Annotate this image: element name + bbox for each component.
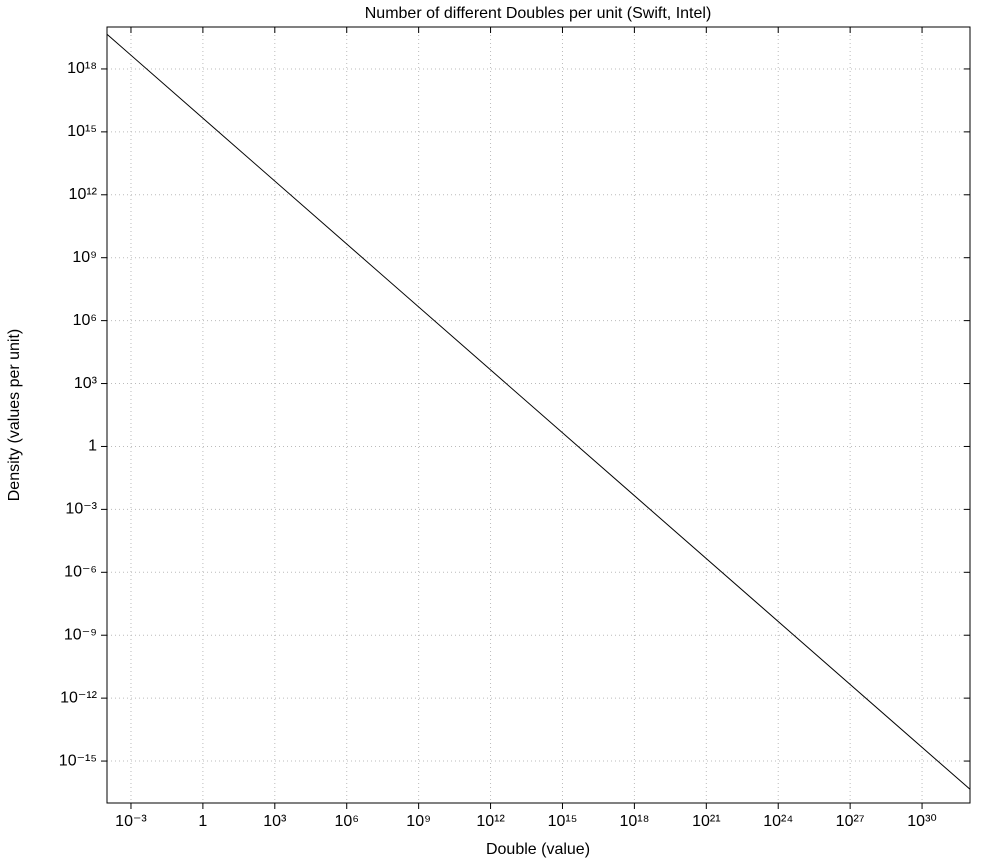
y-tick-label: 10¹²	[69, 186, 98, 203]
data-line	[106, 33, 971, 790]
y-tick-label: 10⁶	[73, 312, 97, 329]
x-tick-label: 10¹⁸	[619, 813, 649, 830]
y-tick-label: 10⁹	[72, 249, 97, 266]
x-tick-label: 10⁻³	[115, 813, 147, 830]
y-tick-label: 10⁻⁶	[64, 564, 97, 581]
plot-frame	[106, 26, 971, 804]
x-tick-label: 10¹⁵	[548, 813, 578, 830]
x-tick-label: 10²⁴	[763, 813, 793, 830]
x-tick-label: 10²⁷	[836, 813, 865, 830]
y-tick-label: 1	[88, 438, 97, 455]
x-tick-label: 10²¹	[692, 813, 720, 830]
chart-title: Number of different Doubles per unit (Sw…	[365, 5, 712, 22]
x-tick-label: 10⁶	[335, 813, 359, 830]
x-tick-label: 10¹²	[476, 813, 505, 830]
y-tick-label: 10¹⁵	[67, 123, 97, 140]
y-tick-label: 10¹⁸	[67, 60, 97, 77]
x-tick-label: 1	[198, 813, 207, 830]
y-tick-label: 10⁻⁹	[64, 626, 97, 643]
x-axis-label: Double (value)	[486, 841, 590, 858]
x-tick-label: 10³	[263, 813, 287, 830]
y-tick-label: 10⁻¹⁵	[59, 752, 97, 769]
y-tick-label: 10³	[74, 375, 98, 392]
y-tick-label: 10⁻¹²	[60, 689, 98, 706]
x-tick-label: 10⁹	[406, 813, 431, 830]
x-tick-label: 10³⁰	[907, 813, 937, 830]
y-axis-label: Density (values per unit)	[6, 329, 23, 502]
y-tick-label: 10⁻³	[65, 501, 97, 518]
